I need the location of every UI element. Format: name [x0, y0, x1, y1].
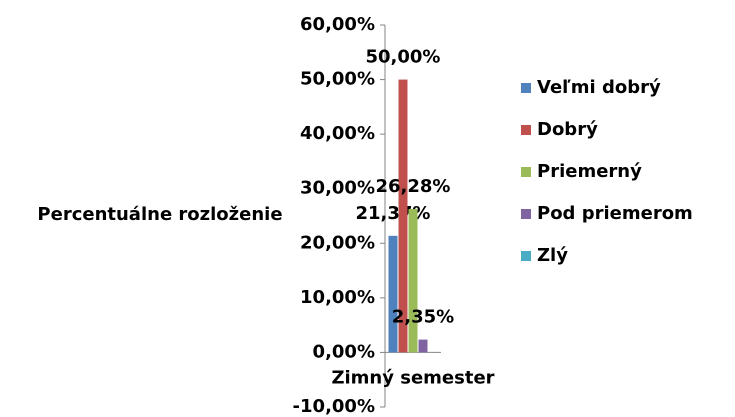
legend-label: Dobrý — [537, 119, 598, 140]
legend-label: Priemerný — [537, 161, 642, 182]
bar — [388, 235, 398, 353]
legend-swatch — [521, 251, 531, 261]
y-tick-label: -10,00% — [293, 396, 375, 417]
legend-swatch — [521, 83, 531, 93]
legend-swatch — [521, 125, 531, 135]
y-tick-label: 20,00% — [300, 232, 375, 253]
y-axis-label: Percentuálne rozloženie — [37, 204, 282, 225]
bar — [418, 339, 428, 353]
y-tick-label: 40,00% — [300, 123, 375, 144]
y-tick-label: 30,00% — [300, 178, 375, 199]
legend-swatch — [521, 209, 531, 219]
legend-label: Zlý — [537, 245, 568, 266]
y-tick-label: 10,00% — [300, 287, 375, 308]
legend-swatch — [521, 167, 531, 177]
legend-label: Veľmi dobrý — [537, 77, 661, 98]
y-tick-label: 50,00% — [300, 69, 375, 90]
data-label: 21,37% — [356, 203, 431, 224]
data-label: 50,00% — [366, 47, 441, 68]
data-label: 26,28% — [376, 176, 451, 197]
y-tick-label: 0,00% — [313, 341, 375, 362]
legend-label: Pod priemerom — [537, 203, 693, 224]
x-tick-label: Zimný semester — [331, 367, 494, 388]
y-tick-label: 60,00% — [300, 14, 375, 35]
data-label: 2,35% — [392, 307, 454, 328]
bar — [408, 209, 418, 353]
bar — [398, 79, 408, 353]
